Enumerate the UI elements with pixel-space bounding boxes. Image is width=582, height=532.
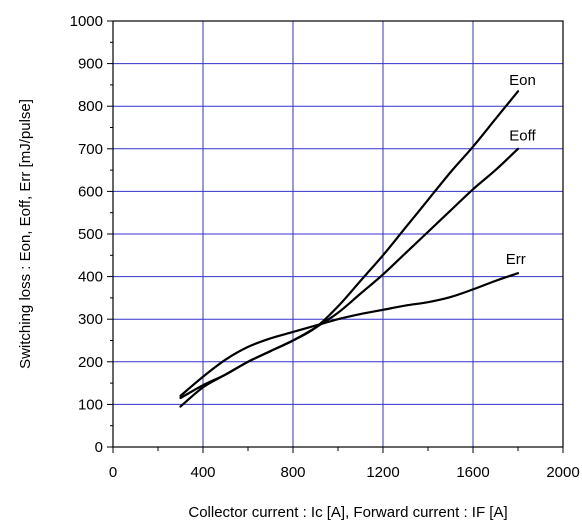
x-tick-label-1200: 1200 [366,464,399,481]
series-layer [179,90,520,408]
x-tick-label-2000: 2000 [546,464,579,481]
series-line-err [179,272,520,397]
y-tick-label-400: 400 [78,269,103,286]
y-tick-label-100: 100 [78,396,103,413]
x-tick-label-400: 400 [190,464,215,481]
y-tick-label-800: 800 [78,98,103,115]
series-line-eoff [179,147,520,400]
label-layer: Eon Eoff Err [506,72,537,268]
series-line-eon [179,90,520,408]
series-label-eon: Eon [509,72,536,89]
x-axis-title: Collector current : Ic [A], Forward curr… [188,504,507,521]
y-tick-label-900: 900 [78,56,103,73]
x-tick-label-800: 800 [280,464,305,481]
series-label-err: Err [506,251,526,268]
y-tick-label-1000: 1000 [70,13,103,30]
y-axis-title: Switching loss : Eon, Eoff, Err [mJ/puls… [17,99,34,369]
y-tick-label-500: 500 [78,226,103,243]
grid-layer [113,21,563,447]
series-label-eoff: Eoff [509,127,536,144]
y-tick-label-200: 200 [78,354,103,371]
y-tick-label-700: 700 [78,141,103,158]
y-tick-label-0: 0 [95,439,103,456]
x-tick-label-0: 0 [109,464,117,481]
y-tick-label-600: 600 [78,183,103,200]
axis-layer: 0 100 200 300 400 500 600 700 800 900 1000 0 400 800 1… [70,13,580,481]
x-tick-label-1600: 1600 [456,464,489,481]
y-tick-label-300: 300 [78,311,103,328]
